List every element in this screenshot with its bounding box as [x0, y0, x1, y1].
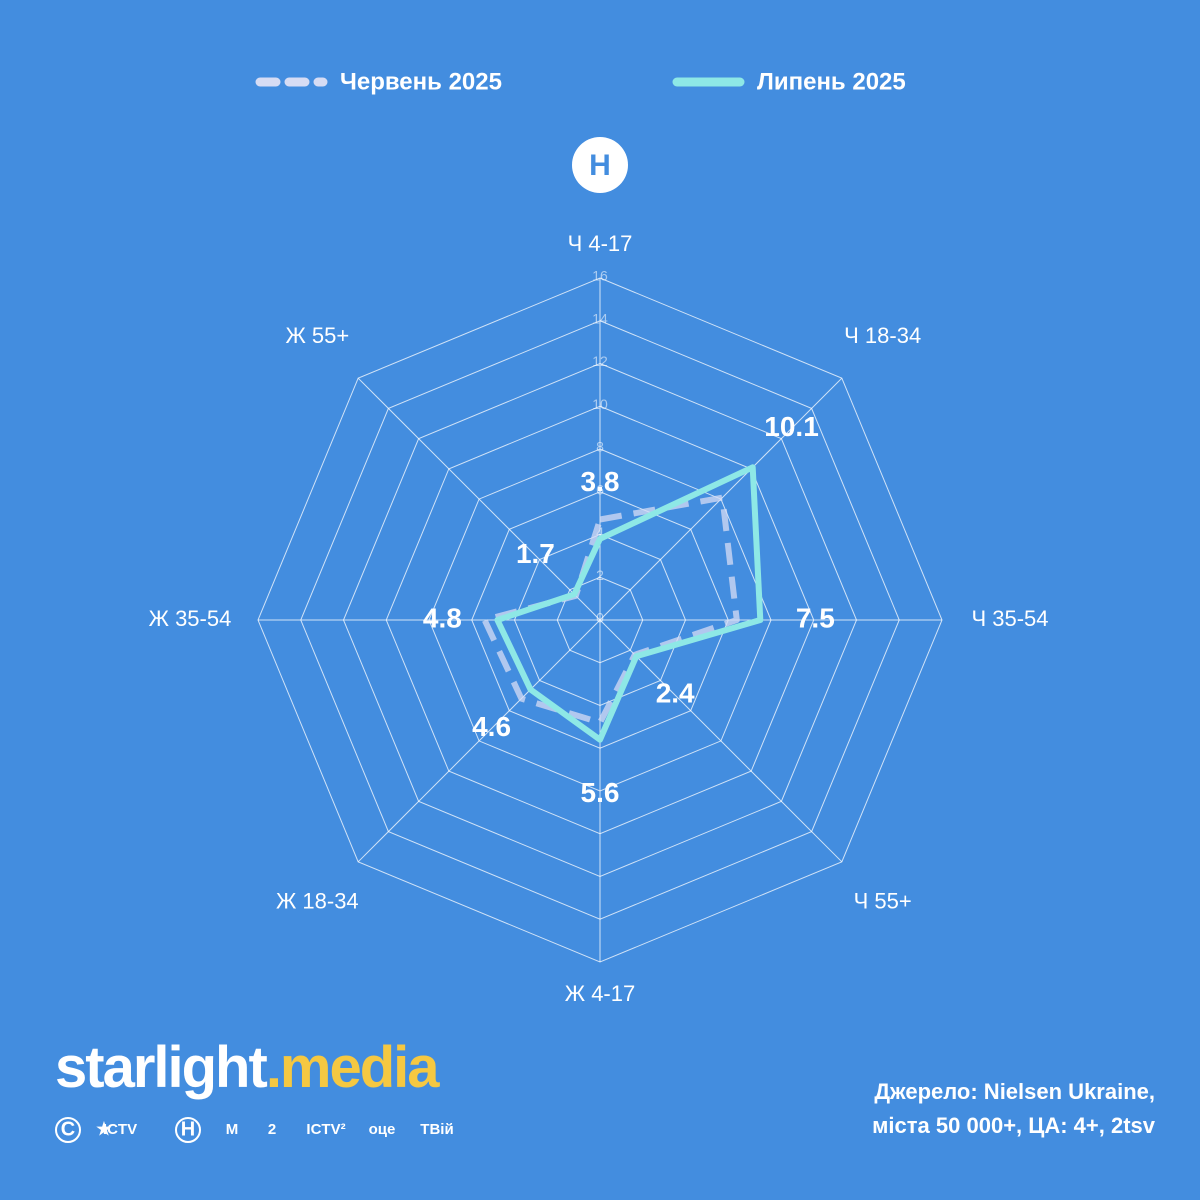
category-label: Ч 55+ [854, 888, 912, 913]
data-label: 5.6 [581, 777, 620, 808]
logo-star: ★ [95, 1118, 113, 1140]
data-label: 1.7 [516, 538, 555, 569]
channel-logo: 2 [268, 1121, 276, 1138]
channel-logo: Н [181, 1118, 195, 1140]
spoke [357, 619, 601, 863]
category-label: Ж 18-34 [276, 888, 359, 913]
category-label: Ж 4-17 [565, 981, 635, 1006]
category-label: Ч 35-54 [971, 606, 1048, 631]
data-label: 7.5 [796, 602, 835, 633]
channel-badge: Н [589, 149, 611, 182]
source-line: Джерело: Nielsen Ukraine, [874, 1079, 1155, 1104]
spoke [599, 619, 843, 863]
source-line: міста 50 000+, ЦА: 4+, 2tsv [872, 1113, 1156, 1138]
channel-logo: M [226, 1121, 239, 1138]
brand-accent: .media [266, 1035, 440, 1100]
data-label: 3.8 [581, 466, 620, 497]
data-label: 4.6 [472, 711, 511, 742]
logo-ring [55, 1117, 81, 1143]
channel-logo: ICTV² [306, 1121, 345, 1138]
logo-ring [175, 1117, 201, 1143]
legend-label: Червень 2025 [340, 68, 502, 95]
channel-logo: ТВій [420, 1121, 453, 1138]
badge-circle [572, 137, 628, 193]
series-line [494, 464, 764, 743]
category-label: Ч 18-34 [844, 323, 921, 348]
brand: starlight.media [55, 1035, 440, 1100]
r-tick-label: 16 [592, 268, 608, 284]
category-label: Ж 55+ [285, 323, 349, 348]
channel-logo: ICTV [103, 1121, 137, 1138]
category-label: Ж 35-54 [149, 606, 232, 631]
spoke [357, 377, 601, 621]
brand-main: starlight [55, 1035, 267, 1100]
channel-logo: С [61, 1118, 75, 1140]
data-label: 4.8 [423, 602, 462, 633]
data-label: 2.4 [656, 678, 695, 709]
legend-label: Липень 2025 [757, 68, 906, 95]
channel-logo: оце [369, 1121, 396, 1138]
data-label: 10.1 [764, 411, 819, 442]
category-label: Ч 4-17 [568, 231, 633, 256]
